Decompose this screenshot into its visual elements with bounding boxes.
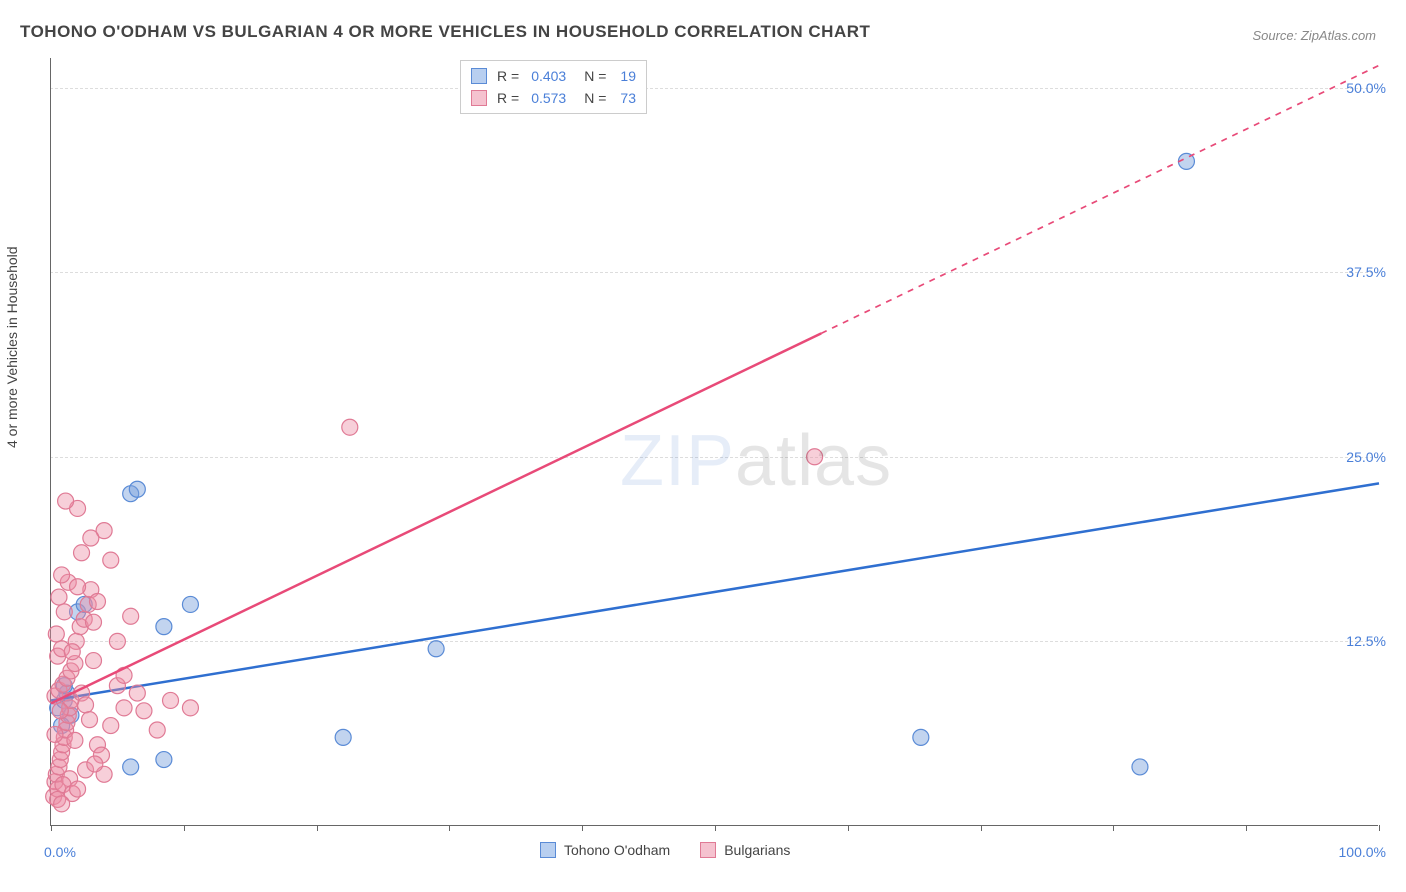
n-label: N = [584, 87, 606, 109]
data-point [83, 530, 99, 546]
data-point [428, 641, 444, 657]
x-tick [51, 825, 52, 831]
data-point [149, 722, 165, 738]
r-value: 0.573 [531, 87, 566, 109]
x-tick [981, 825, 982, 831]
legend-swatch [700, 842, 716, 858]
plot-area [50, 58, 1378, 826]
legend-swatch [471, 68, 487, 84]
data-point [89, 594, 105, 610]
data-point [1132, 759, 1148, 775]
x-tick [184, 825, 185, 831]
data-point [123, 608, 139, 624]
x-axis-label: 0.0% [44, 844, 76, 860]
data-point [70, 781, 86, 797]
x-tick [715, 825, 716, 831]
data-point [807, 449, 823, 465]
data-point [67, 732, 83, 748]
data-point [70, 579, 86, 595]
legend-row: R = 0.573 N = 73 [471, 87, 636, 109]
data-point [342, 419, 358, 435]
data-point [85, 614, 101, 630]
legend-label: Bulgarians [724, 842, 790, 858]
x-tick [1246, 825, 1247, 831]
legend-swatch [540, 842, 556, 858]
data-point [58, 493, 74, 509]
r-label: R = [497, 87, 519, 109]
y-axis-label: 4 or more Vehicles in Household [4, 246, 20, 448]
data-point [85, 653, 101, 669]
n-value: 73 [620, 87, 636, 109]
r-label: R = [497, 65, 519, 87]
data-point [54, 567, 70, 583]
data-point [129, 685, 145, 701]
chart-title: TOHONO O'ODHAM VS BULGARIAN 4 OR MORE VE… [20, 22, 870, 42]
data-point [182, 596, 198, 612]
data-point [116, 700, 132, 716]
data-point [335, 729, 351, 745]
data-point [64, 644, 80, 660]
data-point [136, 703, 152, 719]
n-value: 19 [620, 65, 636, 87]
data-point [52, 703, 68, 719]
x-tick [582, 825, 583, 831]
x-axis-label: 100.0% [1339, 844, 1386, 860]
n-label: N = [584, 65, 606, 87]
legend-item: Bulgarians [700, 842, 790, 858]
data-point [103, 718, 119, 734]
legend-item: Tohono O'odham [540, 842, 670, 858]
correlation-chart: TOHONO O'ODHAM VS BULGARIAN 4 OR MORE VE… [0, 0, 1406, 892]
x-tick [1113, 825, 1114, 831]
data-point [82, 712, 98, 728]
data-point [47, 726, 63, 742]
data-point [156, 619, 172, 635]
trend-line-dashed [821, 65, 1379, 333]
data-point [74, 545, 90, 561]
legend-row: R = 0.403 N = 19 [471, 65, 636, 87]
trend-line [51, 483, 1379, 700]
data-point [48, 626, 64, 642]
r-value: 0.403 [531, 65, 566, 87]
data-point [123, 759, 139, 775]
x-tick [848, 825, 849, 831]
data-point [54, 796, 70, 812]
data-point [56, 604, 72, 620]
legend-label: Tohono O'odham [564, 842, 670, 858]
legend-correlation: R = 0.403 N = 19 R = 0.573 N = 73 [460, 60, 647, 114]
x-tick [1379, 825, 1380, 831]
data-point [103, 552, 119, 568]
data-point [78, 697, 94, 713]
data-point [51, 589, 67, 605]
data-point [913, 729, 929, 745]
data-point [156, 752, 172, 768]
data-point [87, 756, 103, 772]
data-point [182, 700, 198, 716]
data-point [129, 481, 145, 497]
x-tick [317, 825, 318, 831]
data-point [163, 692, 179, 708]
legend-series: Tohono O'odham Bulgarians [540, 842, 790, 858]
data-point [109, 633, 125, 649]
source-label: Source: ZipAtlas.com [1252, 28, 1376, 43]
x-tick [449, 825, 450, 831]
plot-svg [51, 58, 1378, 825]
legend-swatch [471, 90, 487, 106]
